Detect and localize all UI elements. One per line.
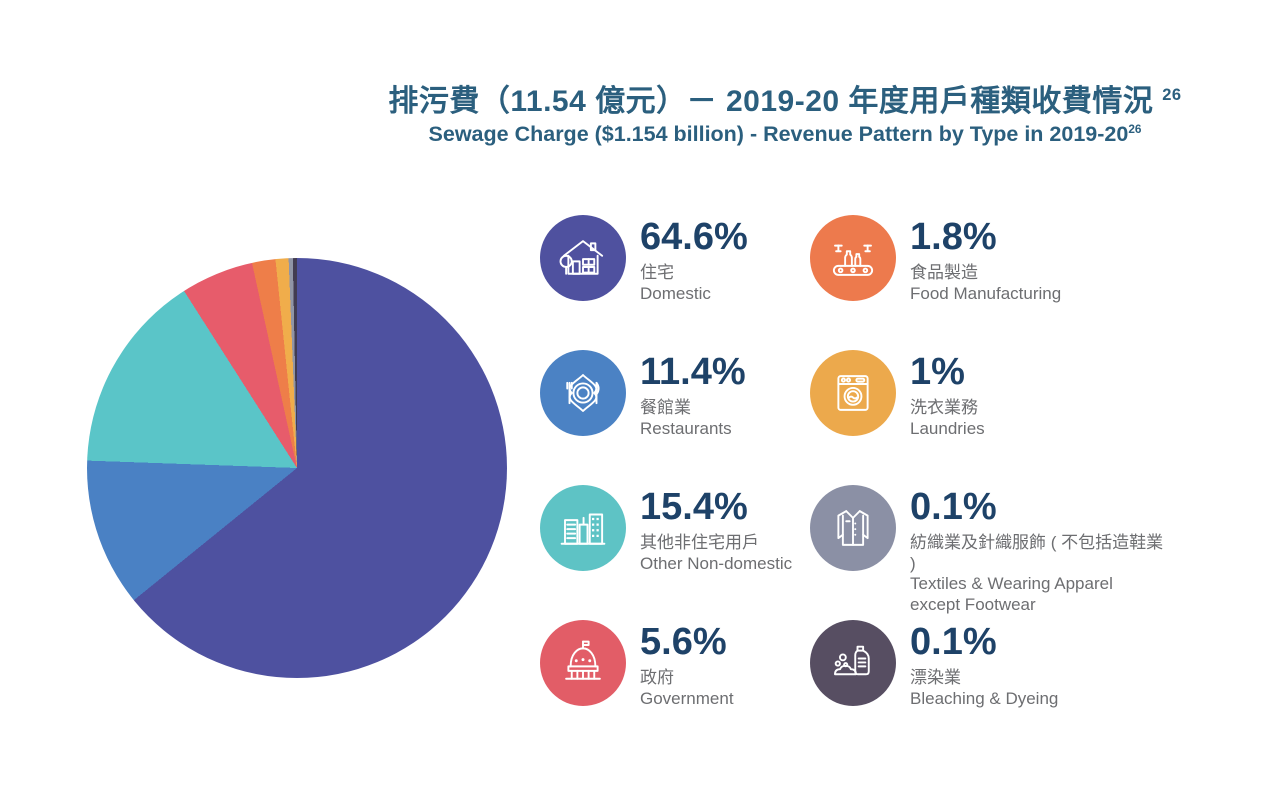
pie-chart <box>87 258 507 678</box>
percent-value: 1.8% <box>910 216 997 258</box>
legend-item-government: 5.6% 政府 Government <box>540 620 800 709</box>
legend-item-restaurants: 11.4% 餐館業 Restaurants <box>540 350 800 439</box>
restaurant-plate-icon <box>540 350 626 436</box>
government-building-icon <box>540 620 626 706</box>
legend-text: 1.8% 食品製造 Food Manufacturing <box>910 215 1061 304</box>
legend-text: 64.6% 住宅 Domestic <box>640 215 748 304</box>
legend-item-bleaching-dyeing: 0.1% 漂染業 Bleaching & Dyeing <box>810 620 1130 709</box>
label-zh: 其他非住宅用戶 <box>640 532 759 552</box>
label-zh: 食品製造 <box>910 262 978 282</box>
percent-value: 1% <box>910 351 965 393</box>
label-zh: 餐館業 <box>640 397 691 417</box>
percent-value: 5.6% <box>640 621 727 663</box>
conveyor-belt-icon <box>810 215 896 301</box>
label-zh: 洗衣業務 <box>910 397 978 417</box>
legend-text: 15.4% 其他非住宅用戶 Other Non-domestic <box>640 485 792 574</box>
jacket-icon <box>810 485 896 571</box>
label-en: Restaurants <box>640 418 732 438</box>
legend-item-other-non-domestic: 15.4% 其他非住宅用戶 Other Non-domestic <box>540 485 810 574</box>
label-en: Bleaching & Dyeing <box>910 688 1059 708</box>
legend-item-laundries: 1% 洗衣業務 Laundries <box>810 350 1110 439</box>
percent-value: 0.1% <box>910 486 997 528</box>
page-title-en: Sewage Charge ($1.154 billion) - Revenue… <box>330 121 1240 149</box>
percent-value: 64.6% <box>640 216 748 258</box>
legend-text: 0.1% 漂染業 Bleaching & Dyeing <box>910 620 1058 709</box>
legend-text: 1% 洗衣業務 Laundries <box>910 350 985 439</box>
legend-text: 11.4% 餐館業 Restaurants <box>640 350 746 439</box>
label-zh: 漂染業 <box>910 667 961 687</box>
page-title-zh-text: 排污費（11.54 億元）－ 2019-20 年度用戶種類收費情況 <box>388 85 1154 118</box>
house-icon <box>540 215 626 301</box>
page-title-en-text: Sewage Charge ($1.154 billion) - Revenue… <box>428 122 1129 146</box>
percent-value: 0.1% <box>910 621 997 663</box>
percent-value: 11.4% <box>640 351 746 393</box>
label-en: Laundries <box>910 418 985 438</box>
legend-text: 0.1% 紡織業及針織服飾 ( 不包括造鞋業 ) Textiles & Wear… <box>910 485 1170 616</box>
buildings-icon <box>540 485 626 571</box>
label-en: Textiles & Wearing Apparel except Footwe… <box>910 574 1113 615</box>
label-en: Other Non-domestic <box>640 553 793 573</box>
title-block: 排污費（11.54 億元）－ 2019-20 年度用戶種類收費情況 26 Sew… <box>330 84 1240 149</box>
label-zh: 住宅 <box>640 262 674 282</box>
label-en: Domestic <box>640 283 711 303</box>
page-title-zh: 排污費（11.54 億元）－ 2019-20 年度用戶種類收費情況 26 <box>330 84 1240 120</box>
legend-item-domestic: 64.6% 住宅 Domestic <box>540 215 800 304</box>
percent-value: 15.4% <box>640 486 748 528</box>
washing-machine-icon <box>810 350 896 436</box>
label-en: Government <box>640 688 734 708</box>
detergent-bottle-icon <box>810 620 896 706</box>
label-en: Food Manufacturing <box>910 283 1062 303</box>
footnote-marker-en: 26 <box>1128 121 1142 136</box>
label-zh: 政府 <box>640 667 674 687</box>
legend-item-textiles: 0.1% 紡織業及針織服飾 ( 不包括造鞋業 ) Textiles & Wear… <box>810 485 1170 616</box>
legend-text: 5.6% 政府 Government <box>640 620 734 709</box>
legend-item-food-manufacturing: 1.8% 食品製造 Food Manufacturing <box>810 215 1140 304</box>
label-zh: 紡織業及針織服飾 ( 不包括造鞋業 ) <box>910 532 1164 573</box>
footnote-marker-zh: 26 <box>1162 86 1182 104</box>
